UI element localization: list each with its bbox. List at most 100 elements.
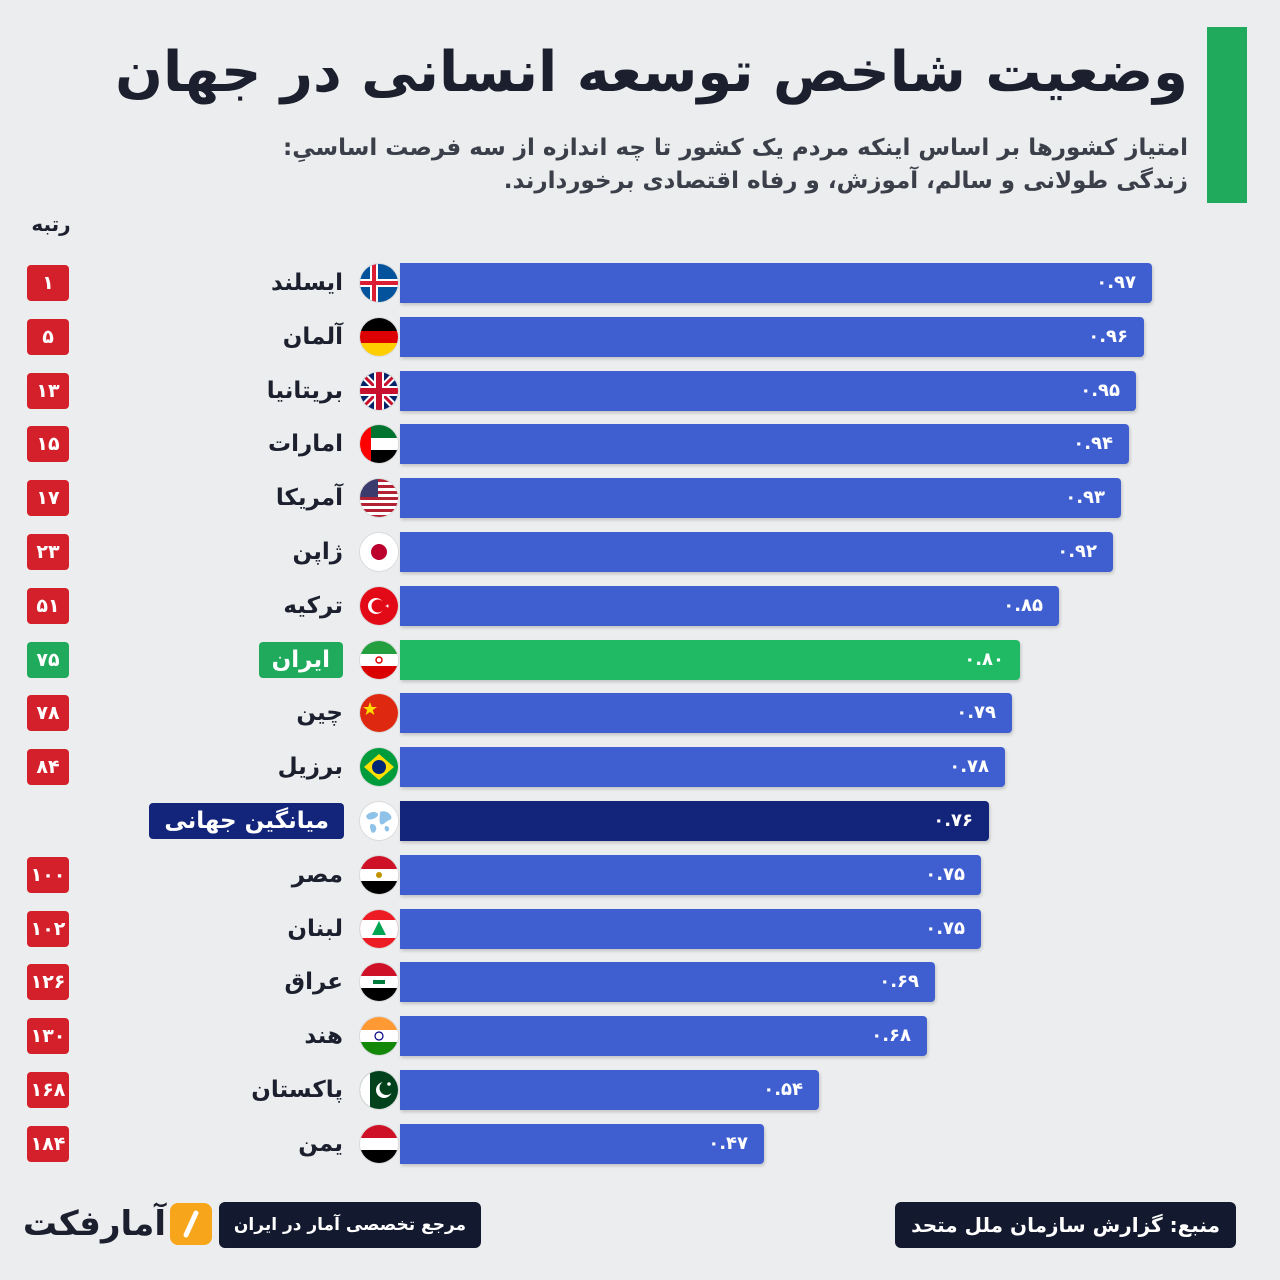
- turkey-flag-icon: [360, 587, 398, 625]
- category-label: آلمان: [282, 324, 343, 350]
- iraq-flag-icon: [360, 963, 398, 1001]
- rank-badge: ۷۵: [27, 642, 69, 678]
- category-label: هند: [304, 1023, 343, 1049]
- rank-badge: ۸۴: [27, 749, 69, 785]
- chart-row: ۱۷ آمریکا ۰.۹۳: [0, 478, 1280, 518]
- rank-badge: ۱۸۴: [27, 1126, 69, 1162]
- bar: ۰.۸۰: [400, 640, 1020, 680]
- japan-flag-icon: [360, 533, 398, 571]
- source-badge: منبع: گزارش سازمان ملل متحد: [895, 1202, 1236, 1248]
- data-label: ۰.۷۵: [925, 918, 965, 939]
- pakistan-flag-icon: [360, 1071, 398, 1109]
- brand-logo-text: آمارفکت: [22, 1204, 166, 1244]
- chart-row: ۱۲۶ عراق ۰.۶۹: [0, 962, 1280, 1002]
- category-label: ترکیه: [283, 593, 343, 619]
- bar: ۰.۴۷: [400, 1124, 764, 1164]
- data-label: ۰.۷۹: [956, 702, 996, 723]
- data-label: ۰.۹۵: [1080, 380, 1120, 401]
- chart-row: ۲۳ ژاپن ۰.۹۲: [0, 532, 1280, 572]
- data-label: ۰.۶۸: [871, 1025, 911, 1046]
- bar: ۰.۹۷: [400, 263, 1152, 303]
- subtitle-line-2: زندگی طولانی و سالم، آموزش، و رفاه اقتصا…: [503, 168, 1188, 194]
- bar: ۰.۶۹: [400, 962, 935, 1002]
- bar: ۰.۸۵: [400, 586, 1059, 626]
- chart-row: ۱۰۰ مصر ۰.۷۵: [0, 855, 1280, 895]
- category-label: ایران: [258, 642, 343, 678]
- chart-row: میانگین جهانی ۰.۷۶: [0, 801, 1280, 841]
- chart-row: ۷۵ ایران ۰.۸۰: [0, 640, 1280, 680]
- world-map-icon: [360, 802, 398, 840]
- chart-row: ۸۴ برزیل ۰.۷۸: [0, 747, 1280, 787]
- rank-column-header: رتبه: [31, 212, 71, 236]
- reference-badge: مرجع تخصصی آمار در ایران: [219, 1202, 481, 1248]
- bar: ۰.۹۶: [400, 317, 1144, 357]
- brand-logo-icon: [170, 1203, 212, 1245]
- rank-badge: ۱۰۲: [27, 911, 69, 947]
- category-label: یمن: [298, 1131, 343, 1157]
- bar: ۰.۷۸: [400, 747, 1005, 787]
- chart-row: ۱۰۲ لبنان ۰.۷۵: [0, 909, 1280, 949]
- uae-flag-icon: [360, 425, 398, 463]
- data-label: ۰.۸۰: [964, 649, 1004, 670]
- egypt-flag-icon: [360, 856, 398, 894]
- rank-badge: ۱۶۸: [27, 1072, 69, 1108]
- data-label: ۰.۸۵: [1003, 595, 1043, 616]
- rank-badge: ۱۲۶: [27, 964, 69, 1000]
- iran-flag-icon: [360, 641, 398, 679]
- rank-badge: ۵: [27, 319, 69, 355]
- bar: ۰.۹۴: [400, 424, 1129, 464]
- category-label: پاکستان: [251, 1077, 343, 1103]
- iceland-flag-icon: [360, 264, 398, 302]
- bar: ۰.۹۵: [400, 371, 1136, 411]
- chart-row: ۷۸ چین ۰.۷۹: [0, 693, 1280, 733]
- data-label: ۰.۹۲: [1057, 541, 1097, 562]
- germany-flag-icon: [360, 318, 398, 356]
- rank-badge: ۱۰۰: [27, 857, 69, 893]
- data-label: ۰.۹۳: [1065, 487, 1105, 508]
- rank-badge: ۱۳: [27, 373, 69, 409]
- uk-flag-icon: [360, 372, 398, 410]
- china-flag-icon: [360, 694, 398, 732]
- category-label: ژاپن: [292, 539, 343, 565]
- bar: ۰.۷۹: [400, 693, 1012, 733]
- rank-badge: ۱: [27, 265, 69, 301]
- category-label: ایسلند: [271, 270, 343, 296]
- category-label: آمریکا: [275, 485, 343, 511]
- page-title: وضعیت شاخص توسعه انسانی در جهان: [115, 40, 1188, 105]
- data-label: ۰.۷۶: [933, 810, 973, 831]
- category-label: میانگین جهانی: [149, 803, 344, 839]
- chart-row: ۵۱ ترکیه ۰.۸۵: [0, 586, 1280, 626]
- page-subtitle: امتیاز کشورها بر اساس اینکه مردم یک کشور…: [188, 132, 1188, 198]
- lebanon-flag-icon: [360, 910, 398, 948]
- accent-strip: [1207, 27, 1247, 203]
- bar: ۰.۷۵: [400, 855, 981, 895]
- category-label: بریتانیا: [266, 378, 343, 404]
- usa-flag-icon: [360, 479, 398, 517]
- rank-badge: ۵۱: [27, 588, 69, 624]
- chart-row: ۱۶۸ پاکستان ۰.۵۴: [0, 1070, 1280, 1110]
- data-label: ۰.۹۶: [1088, 326, 1128, 347]
- data-label: ۰.۹۴: [1073, 433, 1113, 454]
- chart-row: ۱۳ بریتانیا ۰.۹۵: [0, 371, 1280, 411]
- data-label: ۰.۹۷: [1096, 272, 1136, 293]
- rank-badge: ۷۸: [27, 695, 69, 731]
- rank-badge: ۱۷: [27, 480, 69, 516]
- rank-badge: ۲۳: [27, 534, 69, 570]
- category-label: مصر: [291, 862, 343, 888]
- category-label: برزیل: [277, 754, 343, 780]
- bar: ۰.۷۶: [400, 801, 989, 841]
- bar: ۰.۹۲: [400, 532, 1113, 572]
- category-label: امارات: [268, 431, 343, 457]
- data-label: ۰.۷۵: [925, 864, 965, 885]
- bar: ۰.۷۵: [400, 909, 981, 949]
- chart-row: ۱۵ امارات ۰.۹۴: [0, 424, 1280, 464]
- bar: ۰.۵۴: [400, 1070, 819, 1110]
- category-label: لبنان: [287, 916, 343, 942]
- rank-badge: ۱۳۰: [27, 1018, 69, 1054]
- data-label: ۰.۴۷: [708, 1133, 748, 1154]
- data-label: ۰.۶۹: [879, 971, 919, 992]
- category-label: عراق: [284, 969, 343, 995]
- india-flag-icon: [360, 1017, 398, 1055]
- chart-row: ۱۳۰ هند ۰.۶۸: [0, 1016, 1280, 1056]
- subtitle-line-1: امتیاز کشورها بر اساس اینکه مردم یک کشور…: [283, 135, 1188, 161]
